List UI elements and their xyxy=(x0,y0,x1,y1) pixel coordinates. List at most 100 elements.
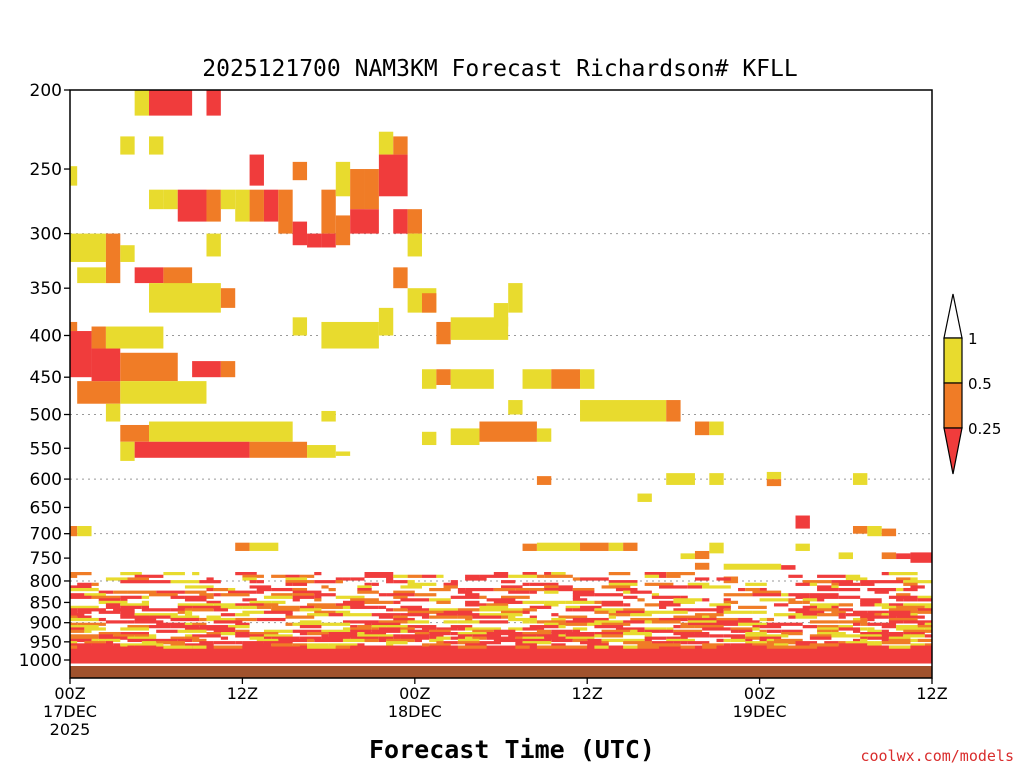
low-level-cell xyxy=(522,632,552,636)
low-level-cell xyxy=(501,608,523,612)
low-level-cell xyxy=(644,574,660,578)
x-tick-label: 00Z xyxy=(399,684,430,703)
low-level-cell xyxy=(120,580,150,584)
low-level-cell xyxy=(694,577,710,581)
low-level-cell xyxy=(551,572,566,576)
heatmap-cell xyxy=(335,161,351,197)
heatmap-cell xyxy=(335,451,351,456)
low-level-cell xyxy=(213,641,236,645)
low-level-cell xyxy=(910,585,925,589)
low-level-cell xyxy=(335,595,365,599)
low-level-cell xyxy=(249,603,264,607)
low-level-cell xyxy=(220,593,250,597)
heatmap-cell xyxy=(149,283,221,313)
low-level-cell xyxy=(644,610,660,614)
low-level-cell xyxy=(149,593,178,597)
low-level-cell xyxy=(378,620,408,624)
low-level-cell xyxy=(702,643,724,647)
low-level-cell xyxy=(644,572,667,576)
heatmap-cell xyxy=(623,542,638,551)
heatmap-cell xyxy=(134,267,164,284)
low-level-cell xyxy=(486,603,509,607)
low-level-cell xyxy=(558,585,573,589)
low-level-cell xyxy=(888,620,904,624)
low-level-cell xyxy=(263,610,293,614)
low-level-cell xyxy=(529,605,552,609)
low-level-cell xyxy=(206,615,221,619)
low-level-cell xyxy=(184,585,214,589)
low-level-cell xyxy=(457,641,480,645)
low-level-cell xyxy=(522,600,545,604)
low-level-cell xyxy=(371,625,387,629)
heatmap-cell xyxy=(881,552,897,560)
low-level-cell xyxy=(242,645,250,649)
low-level-cell xyxy=(730,627,753,631)
low-level-cell xyxy=(766,638,774,643)
site-credit: coolwx.com/models xyxy=(860,747,1014,765)
low-level-cell xyxy=(551,617,566,622)
low-level-cell xyxy=(457,638,480,643)
low-level-cell xyxy=(192,645,207,649)
low-level-cell xyxy=(702,627,731,631)
low-level-cell xyxy=(184,608,214,612)
low-level-cell xyxy=(429,629,451,633)
low-level-cell xyxy=(860,627,868,631)
low-level-cell xyxy=(292,590,322,594)
low-level-cell xyxy=(680,595,688,599)
heatmap-cell xyxy=(580,542,609,551)
low-level-cell xyxy=(70,608,78,612)
low-level-cell xyxy=(738,605,767,609)
low-level-cell xyxy=(723,643,731,647)
low-level-cell xyxy=(220,636,229,640)
low-level-cell xyxy=(860,603,875,607)
low-level-cell xyxy=(623,620,645,624)
low-level-cell xyxy=(867,622,882,626)
low-level-cell xyxy=(486,636,516,640)
low-level-cell xyxy=(156,590,185,594)
heatmap-cell xyxy=(192,361,221,378)
heatmap-cell xyxy=(292,221,308,246)
low-level-cell xyxy=(350,627,372,631)
low-level-cell xyxy=(364,572,394,576)
low-level-cell xyxy=(795,641,818,645)
heatmap-cells xyxy=(70,90,932,664)
low-level-cell xyxy=(802,600,810,604)
low-level-cell xyxy=(687,585,703,589)
low-level-cell xyxy=(364,620,379,624)
heatmap-cell xyxy=(249,189,264,222)
y-axis-ticks: 200 250 300 350 400 450 500 550 600 650 700 750 8008… xyxy=(19,81,70,671)
low-level-cell xyxy=(623,603,631,607)
low-level-cell xyxy=(307,603,336,607)
low-level-cell xyxy=(558,615,588,619)
low-level-cell xyxy=(493,638,523,643)
low-level-cell xyxy=(235,629,250,633)
colorbar-bin-mid xyxy=(943,382,963,429)
low-level-cell xyxy=(98,636,128,640)
low-level-cell xyxy=(608,610,616,614)
low-level-cell xyxy=(673,625,681,629)
low-level-cell xyxy=(149,613,178,617)
low-level-cell xyxy=(723,608,731,612)
low-level-cell xyxy=(623,641,652,645)
heatmap-cell xyxy=(70,233,106,262)
low-level-cell xyxy=(479,613,501,617)
heatmap-cell xyxy=(436,369,451,385)
low-level-cell xyxy=(644,629,660,633)
low-level-cell xyxy=(594,600,602,604)
low-level-cell xyxy=(788,593,810,597)
low-level-cell xyxy=(436,641,444,645)
heatmap-cell xyxy=(206,90,221,116)
low-level-cell xyxy=(637,598,645,602)
low-level-cell xyxy=(659,643,681,647)
heatmap-cell xyxy=(70,526,78,537)
low-level-cell xyxy=(249,585,272,589)
low-level-cell xyxy=(134,574,164,578)
low-level-cell xyxy=(407,580,415,584)
heatmap-cell xyxy=(881,528,897,537)
low-level-cell xyxy=(105,577,128,581)
low-level-cell xyxy=(551,613,559,617)
low-level-cell xyxy=(680,622,688,626)
low-level-cell xyxy=(364,600,394,604)
low-level-cell xyxy=(457,627,466,631)
low-level-cell xyxy=(817,587,839,592)
